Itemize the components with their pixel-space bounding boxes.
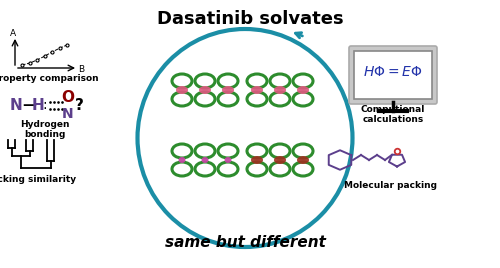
Ellipse shape bbox=[199, 86, 211, 94]
Text: $H\Phi = E\Phi$: $H\Phi = E\Phi$ bbox=[364, 65, 422, 79]
Ellipse shape bbox=[297, 86, 309, 94]
Ellipse shape bbox=[274, 156, 286, 164]
Text: Computional
calculations: Computional calculations bbox=[361, 105, 425, 124]
Ellipse shape bbox=[251, 86, 263, 94]
Ellipse shape bbox=[202, 157, 208, 163]
Text: Hydrogen
bonding: Hydrogen bonding bbox=[20, 120, 70, 139]
FancyBboxPatch shape bbox=[354, 51, 432, 99]
Ellipse shape bbox=[222, 86, 234, 94]
Text: :: : bbox=[42, 98, 46, 112]
FancyBboxPatch shape bbox=[349, 46, 437, 104]
Text: A: A bbox=[10, 28, 16, 38]
Text: Dasatinib solvates: Dasatinib solvates bbox=[156, 10, 344, 28]
Text: same but different: same but different bbox=[164, 235, 326, 250]
Ellipse shape bbox=[178, 157, 186, 163]
Ellipse shape bbox=[224, 157, 232, 163]
Text: Molecular packing: Molecular packing bbox=[344, 181, 436, 190]
Ellipse shape bbox=[297, 156, 309, 164]
Text: Packing similarity: Packing similarity bbox=[0, 175, 76, 184]
Text: —: — bbox=[22, 98, 36, 112]
Ellipse shape bbox=[251, 156, 263, 164]
Text: N: N bbox=[10, 98, 23, 113]
Text: N: N bbox=[62, 107, 74, 121]
Text: O: O bbox=[62, 91, 74, 106]
Text: ?: ? bbox=[74, 98, 84, 113]
Text: H: H bbox=[32, 98, 45, 113]
Text: B: B bbox=[78, 65, 84, 75]
Ellipse shape bbox=[176, 86, 188, 94]
Ellipse shape bbox=[274, 86, 286, 94]
Text: Property comparison: Property comparison bbox=[0, 74, 98, 83]
